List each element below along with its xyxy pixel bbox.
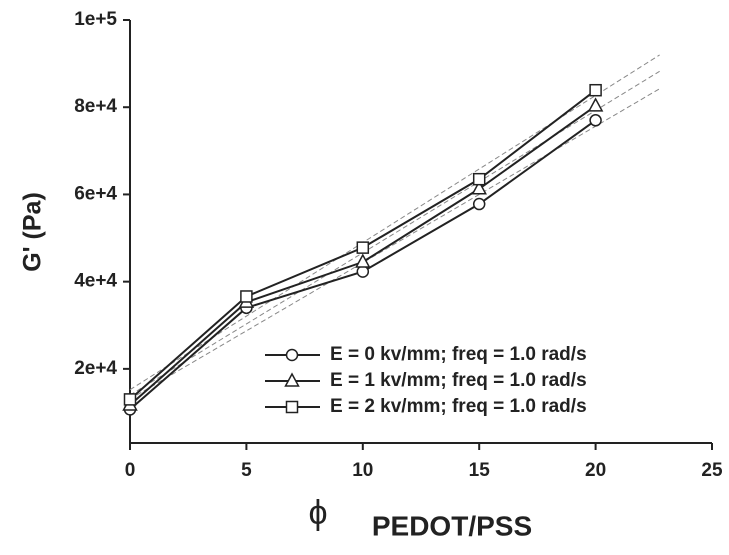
fit-line [129,88,660,400]
y-axis-label: G' (Pa) [19,192,47,272]
data-point [587,97,604,112]
x-tick-label: 0 [125,460,136,481]
legend-marker [285,348,299,362]
legend-label: E = 1 kv/mm; freq = 1.0 rad/s [330,370,587,391]
y-tick-label: 1e+5 [74,9,117,30]
y-tick-label: 8e+4 [74,96,117,117]
legend-label: E = 2 kv/mm; freq = 1.0 rad/s [330,396,587,417]
data-point [240,290,253,303]
data-point [356,241,370,254]
x-tick-label: 10 [352,460,373,481]
x-tick-label: 15 [469,460,491,481]
data-point [589,83,602,97]
data-point [472,197,486,211]
fit-line [129,54,660,391]
x-axis-label: PEDOT/PSS [372,510,532,541]
y-tick-label: 4e+4 [74,271,117,292]
legend-label: E = 0 kv/mm; freq = 1.0 rad/s [330,344,587,365]
data-point [471,180,487,195]
data-point [123,393,137,406]
y-tick-label: 2e+4 [74,358,117,379]
x-tick-label: 20 [585,460,606,481]
data-point [355,253,371,268]
x-tick-label: 25 [701,460,723,481]
data-point [589,114,602,127]
legend-marker [285,400,299,414]
x-tick-label: 5 [241,460,252,481]
legend-marker [284,372,300,387]
x-axis-label-symbol: ϕ [308,494,327,532]
data-point [472,172,486,186]
y-tick-label: 6e+4 [74,183,117,204]
